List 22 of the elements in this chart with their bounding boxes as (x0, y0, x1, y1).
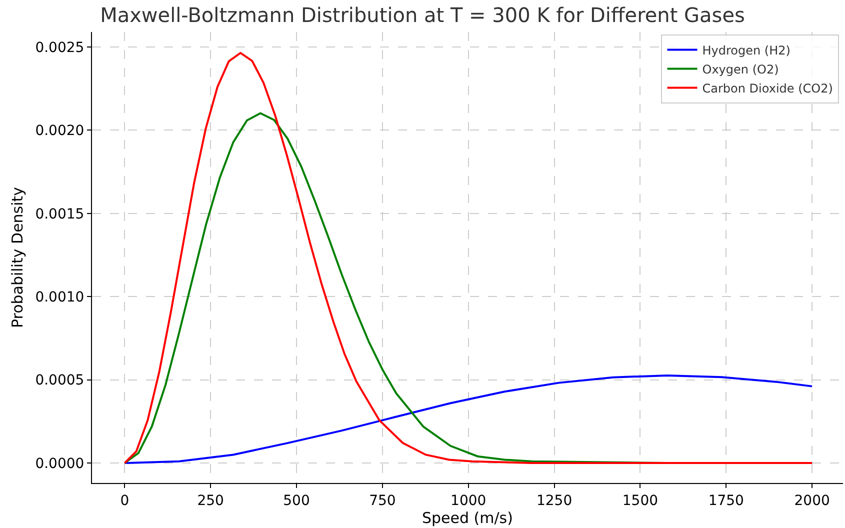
y-tick-label: 0.0010 (35, 290, 84, 306)
y-tick-label: 0.0025 (35, 40, 84, 56)
y-tick-label: 0.0005 (35, 372, 84, 389)
line-series (124, 374, 814, 464)
x-tick-label: 1500 (622, 492, 658, 509)
y-tick-label: 0.0015 (35, 206, 84, 222)
x-tick-label: 2000 (794, 492, 830, 509)
y-tick-label: 0.0020 (35, 123, 84, 140)
x-tick-label: 750 (369, 492, 396, 509)
x-tick-label: 1250 (536, 492, 572, 509)
legend-label: Carbon Dioxide (CO2) (702, 81, 833, 96)
x-tick-label: 0 (120, 492, 130, 509)
x-tick-label: 1000 (450, 492, 486, 509)
x-axis-title: Speed (m/s) (422, 508, 513, 527)
x-tick-label: 1750 (708, 492, 744, 509)
x-tick-label: 500 (283, 492, 310, 509)
x-tick-label: 250 (197, 492, 224, 509)
y-axis-title: Probability Density (8, 186, 26, 328)
y-tick-label: 0.0000 (35, 456, 84, 472)
legend-label: Hydrogen (H2) (702, 43, 790, 58)
chart-title: Maxwell-Boltzmann Distribution at T = 300 K for Different Gases (100, 2, 745, 27)
legend-label: Oxygen (O2) (702, 62, 779, 76)
